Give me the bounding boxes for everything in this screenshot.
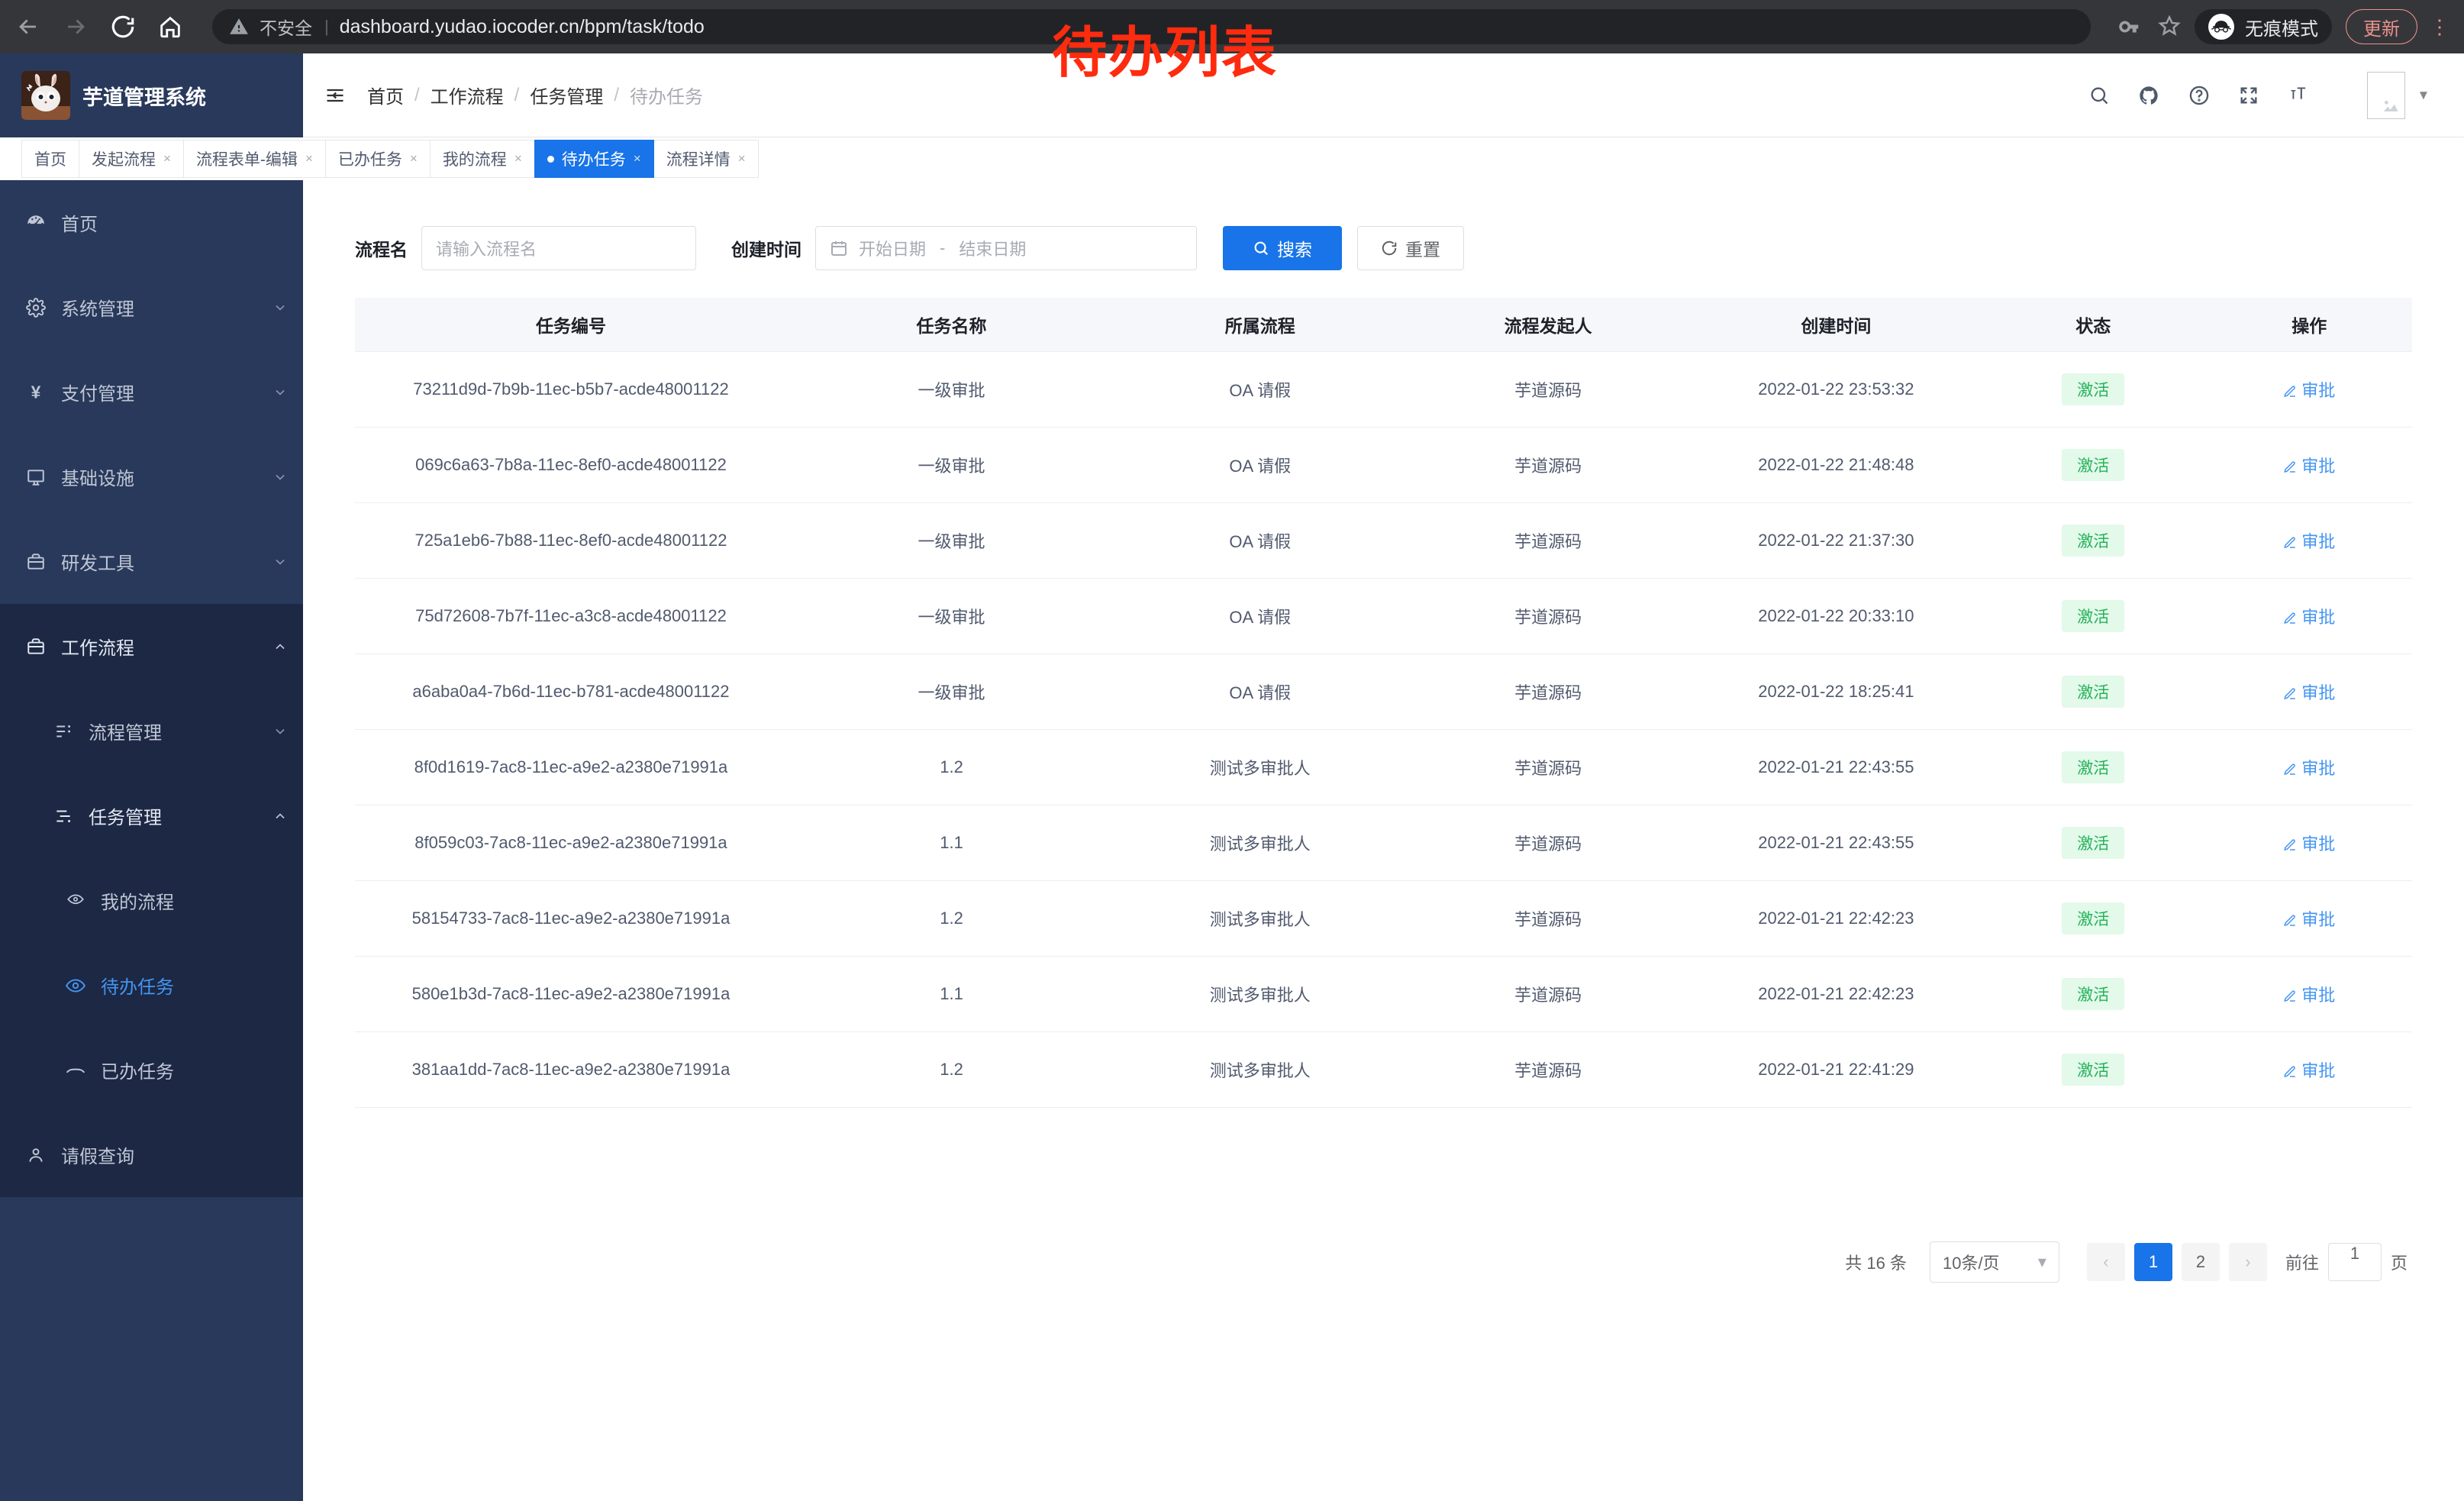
- svg-text:¥: ¥: [31, 383, 41, 402]
